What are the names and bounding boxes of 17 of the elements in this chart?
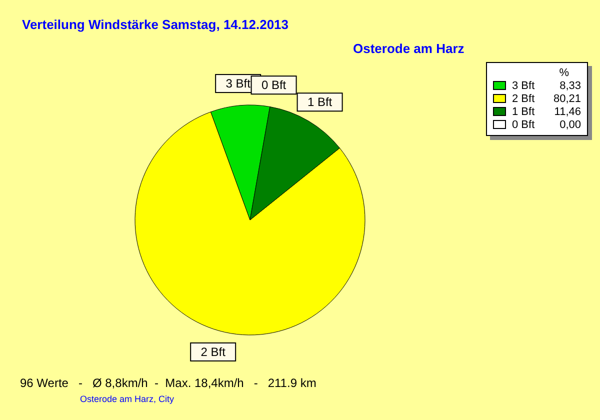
slice-label: 1 Bft [307,95,333,110]
legend-label: 0 Bft [261,78,287,92]
data-label: 11,46 [553,106,581,118]
legend-label: 2 Bft [512,92,536,104]
slice-label: 3 Bft [226,76,252,91]
text: Osterode am Harz, City [80,394,174,404]
data-label: 80,21 [552,92,581,104]
legend-label: 1 Bft [512,106,536,118]
category-label: 0 Bft [512,118,535,130]
text: 96 Werte - Ø 8,8km/h - Max. 18,4km/h - 211.9 km [20,376,316,390]
legend-title: % [558,67,570,79]
data-label: 8,33 [558,80,581,92]
chart-title: Verteilung Windstärke Samstag, 14.12.2013 [22,17,289,32]
text: 0,00 [560,118,581,130]
slice-label: 2 Bft [200,344,226,359]
chart-subtitle: Osterode am Harz [353,41,464,56]
legend-label: 3 Bft [512,80,536,92]
